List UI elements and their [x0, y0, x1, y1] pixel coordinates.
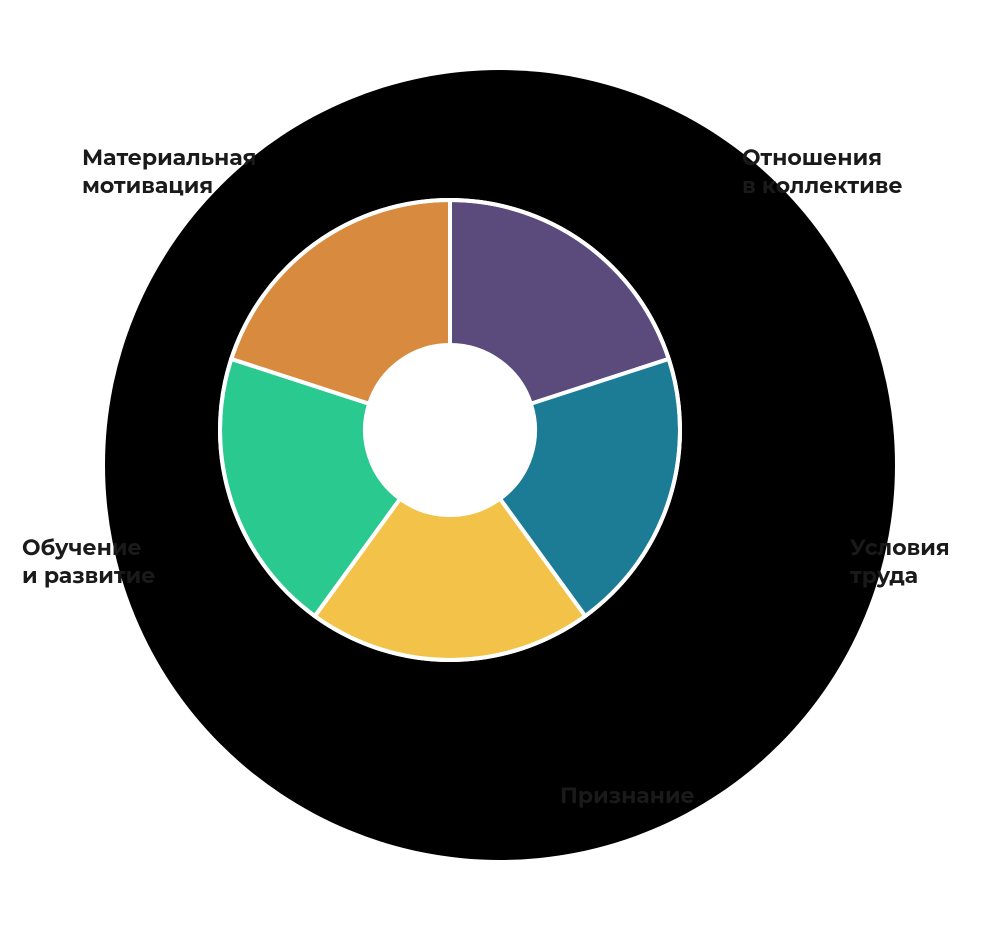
- label-left: Обучение и развитие: [22, 534, 155, 589]
- donut-center: [365, 345, 535, 515]
- donut-chart: [0, 0, 1000, 929]
- diagram-stage: Отношения в коллективе Условия труда Призн…: [0, 0, 1000, 929]
- label-bottom: Признание: [560, 782, 695, 810]
- label-top_left: Материальная мотивация: [82, 144, 256, 199]
- label-right: Условия труда: [850, 534, 950, 589]
- label-top_right: Отношения в коллективе: [742, 144, 903, 199]
